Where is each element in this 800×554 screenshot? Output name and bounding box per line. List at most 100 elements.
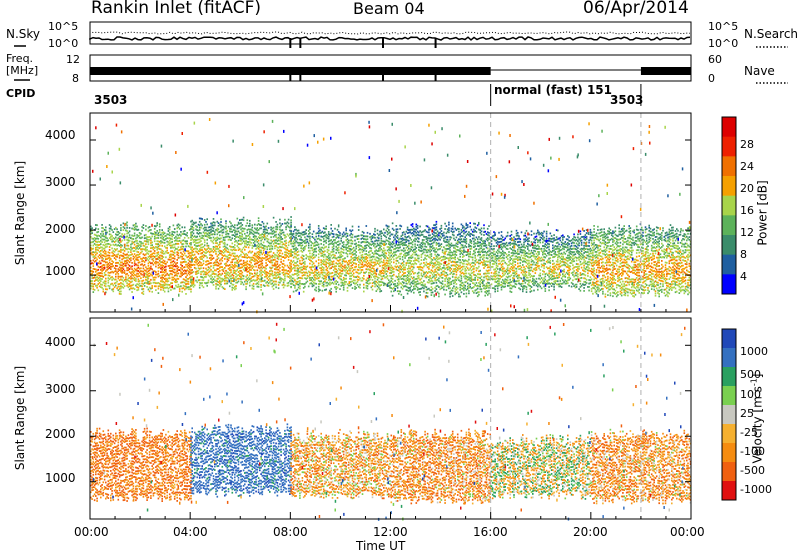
power-pixel <box>167 241 170 243</box>
power-pixel <box>334 267 336 270</box>
power-pixel <box>237 258 240 261</box>
power-pixel <box>282 243 285 245</box>
power-pixel <box>181 255 183 258</box>
power-pixel <box>127 244 130 247</box>
power-pixel <box>242 240 245 243</box>
power-pixel <box>317 237 320 240</box>
power-pixel <box>200 275 202 278</box>
power-pixel <box>106 268 108 271</box>
power-pixel <box>302 287 305 289</box>
power-pixel <box>148 269 151 272</box>
power-pixel <box>378 277 380 279</box>
power-pixel <box>168 286 171 289</box>
power-pixel <box>203 273 206 275</box>
power-pixel <box>346 235 349 237</box>
power-pixel <box>140 263 142 266</box>
power-pixel <box>120 246 122 249</box>
power-pixel <box>399 258 401 260</box>
power-pixel <box>252 259 255 262</box>
power-pixel <box>91 232 93 234</box>
power-pixel <box>390 258 393 261</box>
power-pixel <box>121 267 123 269</box>
power-pixel <box>125 257 127 259</box>
power-pixel <box>215 237 217 239</box>
power-pixel <box>130 285 132 287</box>
power-pixel <box>185 272 187 275</box>
power-pixel <box>108 264 111 267</box>
power-pixel <box>325 284 327 287</box>
power-pixel <box>241 248 244 251</box>
power-pixel <box>346 289 349 292</box>
power-pixel <box>423 290 425 293</box>
power-pixel <box>244 269 246 272</box>
power-pixel <box>205 273 207 276</box>
power-pixel <box>143 257 146 260</box>
power-pixel <box>246 277 249 280</box>
power-pixel <box>329 256 331 259</box>
power-pixel <box>186 242 188 245</box>
power-pixel <box>217 277 220 280</box>
power-pixel <box>289 262 291 264</box>
power-pixel <box>327 249 330 252</box>
power-pixel <box>240 243 242 246</box>
power-pixel <box>279 242 281 245</box>
power-pixel <box>245 264 247 266</box>
power-pixel <box>460 277 463 280</box>
power-pixel <box>369 278 371 281</box>
power-pixel <box>158 223 161 226</box>
power-pixel <box>138 267 141 270</box>
power-pixel <box>449 287 451 289</box>
power-pixel <box>217 250 220 253</box>
power-pixel <box>246 231 249 234</box>
power-pixel <box>295 237 297 239</box>
power-pixel <box>234 263 236 266</box>
power-pixel <box>241 256 244 258</box>
power-pixel <box>160 261 162 263</box>
power-pixel <box>304 236 306 239</box>
power-pixel <box>366 285 369 287</box>
power-pixel <box>285 272 287 275</box>
power-pixel <box>201 237 203 239</box>
power-pixel <box>172 257 175 260</box>
power-pixel <box>262 266 265 269</box>
power-pixel <box>301 241 304 244</box>
power-pixel <box>156 282 158 285</box>
power-pixel <box>277 265 280 268</box>
power-pixel <box>280 229 282 232</box>
power-pixel <box>247 270 250 273</box>
power-pixel <box>219 252 221 255</box>
power-pixel <box>118 275 121 278</box>
power-pixel <box>190 266 192 269</box>
power-pixel <box>156 273 158 276</box>
power-pixel <box>451 222 454 225</box>
power-pixel <box>150 256 152 258</box>
power-pixel <box>97 283 100 285</box>
power-pixel <box>165 256 167 259</box>
power-pixel <box>147 253 150 255</box>
power-pixel <box>349 269 351 272</box>
power-pixel <box>170 255 172 258</box>
power-pixel <box>239 260 241 262</box>
power-pixel <box>295 240 297 243</box>
power-pixel <box>200 249 202 251</box>
power-pixel <box>214 221 216 224</box>
power-pixel <box>239 219 241 221</box>
power-pixel <box>261 233 264 235</box>
power-pixel <box>126 221 128 224</box>
power-pixel <box>226 260 229 263</box>
power-pixel <box>316 244 319 246</box>
power-pixel <box>386 277 389 280</box>
power-pixel <box>172 234 175 236</box>
power-pixel <box>229 267 231 269</box>
power-pixel <box>340 278 342 281</box>
power-pixel <box>186 232 188 234</box>
power-pixel <box>281 241 284 244</box>
power-pixel <box>267 257 270 260</box>
power-pixel <box>286 249 289 251</box>
power-pixel <box>155 289 157 291</box>
power-pixel <box>118 285 121 288</box>
power-pixel <box>101 234 103 237</box>
power-pixel <box>294 241 296 244</box>
power-pixel <box>118 232 121 234</box>
power-pixel <box>137 261 140 264</box>
